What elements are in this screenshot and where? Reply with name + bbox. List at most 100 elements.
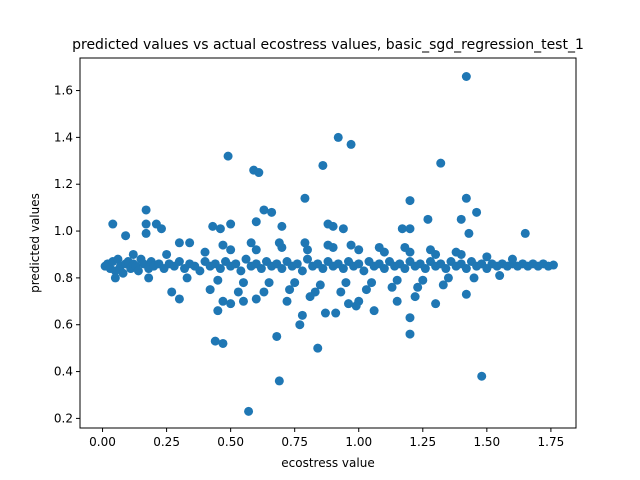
data-point <box>436 158 446 168</box>
data-point <box>205 285 215 295</box>
data-point <box>272 331 282 341</box>
data-point <box>354 259 364 269</box>
data-point <box>338 224 348 234</box>
data-point <box>392 275 402 285</box>
data-point <box>246 238 256 248</box>
data-point <box>361 285 371 295</box>
data-point <box>264 278 274 288</box>
data-point <box>274 376 284 386</box>
data-point <box>413 282 423 292</box>
data-point <box>218 240 228 250</box>
data-point <box>344 299 353 309</box>
y-tick-label: 0.6 <box>54 318 73 332</box>
data-point <box>336 287 346 297</box>
plot-frame <box>79 57 577 429</box>
data-point <box>461 193 471 203</box>
data-point <box>482 252 492 262</box>
data-point <box>162 249 172 259</box>
data-point <box>405 313 415 323</box>
data-point <box>333 132 343 142</box>
x-tick-label: 0.75 <box>281 435 308 449</box>
chart-title: predicted values vs actual ecostress val… <box>72 37 584 53</box>
data-point <box>223 151 233 161</box>
data-point <box>215 224 225 234</box>
data-point <box>461 72 471 81</box>
data-point <box>251 217 261 227</box>
data-point <box>323 240 333 250</box>
data-point <box>354 245 364 255</box>
data-point <box>144 273 154 283</box>
x-tick-label: 1.75 <box>538 435 565 449</box>
data-point <box>251 245 261 255</box>
data-point <box>405 224 415 234</box>
data-point <box>469 273 479 283</box>
x-tick-label: 0.25 <box>153 435 180 449</box>
data-point <box>328 221 338 231</box>
data-point <box>300 238 310 248</box>
data-point <box>208 221 218 231</box>
x-tick-label: 1.00 <box>345 435 372 449</box>
data-point <box>121 231 131 241</box>
data-point <box>218 296 228 306</box>
data-point <box>305 292 315 302</box>
data-point <box>425 245 435 255</box>
data-point <box>210 336 220 346</box>
y-axis-ticks: 0.2 0.4 0.6 0.8 1.0 1.2 1.4 1.6 <box>54 84 80 425</box>
data-point <box>277 264 287 274</box>
data-point <box>241 254 251 264</box>
data-point <box>200 247 210 257</box>
data-point <box>215 264 225 274</box>
data-point <box>443 273 453 283</box>
y-tick-label: 0.2 <box>54 411 73 425</box>
data-point <box>520 228 530 238</box>
data-point <box>128 249 138 259</box>
data-point <box>331 308 341 318</box>
data-point <box>397 224 407 234</box>
data-point <box>303 254 312 264</box>
data-point <box>320 308 330 318</box>
data-point <box>400 264 410 274</box>
y-tick-label: 1.2 <box>54 177 73 191</box>
y-tick-label: 1.6 <box>54 84 73 98</box>
data-point <box>226 219 236 229</box>
data-point <box>108 219 118 229</box>
y-axis-label: predicted values <box>28 193 42 293</box>
data-point <box>461 264 471 274</box>
data-point <box>295 320 305 330</box>
x-tick-label: 1.50 <box>473 435 500 449</box>
data-point <box>400 242 410 252</box>
data-point <box>318 264 328 274</box>
x-tick-label: 0.00 <box>89 435 116 449</box>
data-point <box>285 285 295 295</box>
data-point <box>254 168 264 178</box>
data-point <box>110 273 120 283</box>
data-point <box>387 282 397 292</box>
y-tick-label: 1.0 <box>54 224 73 238</box>
data-point <box>213 275 223 285</box>
data-point <box>405 196 415 206</box>
data-point <box>313 343 323 353</box>
x-tick-label: 0.50 <box>217 435 244 449</box>
data-point <box>420 264 430 274</box>
data-point <box>174 294 184 304</box>
data-point <box>238 296 248 306</box>
data-point <box>548 260 558 270</box>
data-point <box>259 287 269 297</box>
data-point <box>226 299 236 309</box>
data-point <box>495 271 505 281</box>
data-point <box>118 268 128 278</box>
data-point <box>282 296 292 306</box>
data-point <box>213 306 223 316</box>
data-point <box>374 242 384 252</box>
data-point <box>431 299 441 309</box>
data-point <box>472 207 482 217</box>
data-point <box>231 259 241 269</box>
y-tick-label: 1.4 <box>54 130 73 144</box>
data-point <box>300 193 310 203</box>
data-points <box>100 72 558 416</box>
data-point <box>274 238 284 248</box>
data-point <box>167 287 177 297</box>
data-point <box>233 287 243 297</box>
